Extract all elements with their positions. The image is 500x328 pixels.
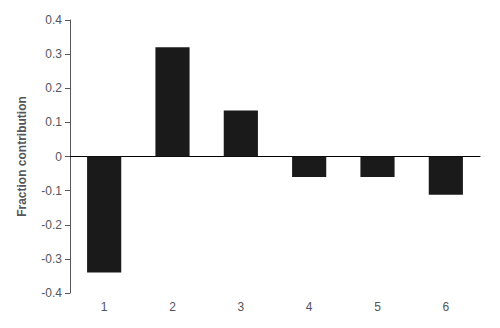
svg-text:6: 6 xyxy=(442,300,449,314)
svg-text:0.3: 0.3 xyxy=(45,47,62,61)
svg-text:1: 1 xyxy=(101,300,108,314)
svg-text:0: 0 xyxy=(55,150,62,164)
svg-text:-0.2: -0.2 xyxy=(41,218,62,232)
svg-text:0.4: 0.4 xyxy=(45,13,62,27)
svg-text:3: 3 xyxy=(237,300,244,314)
svg-text:5: 5 xyxy=(374,300,381,314)
svg-text:-0.1: -0.1 xyxy=(41,184,62,198)
svg-text:-0.4: -0.4 xyxy=(41,286,62,300)
svg-text:-0.3: -0.3 xyxy=(41,252,62,266)
svg-text:4: 4 xyxy=(306,300,313,314)
svg-text:0.1: 0.1 xyxy=(45,115,62,129)
svg-text:2: 2 xyxy=(169,300,176,314)
svg-text:Fraction contribution: Fraction contribution xyxy=(15,96,29,217)
svg-text:0.2: 0.2 xyxy=(45,81,62,95)
